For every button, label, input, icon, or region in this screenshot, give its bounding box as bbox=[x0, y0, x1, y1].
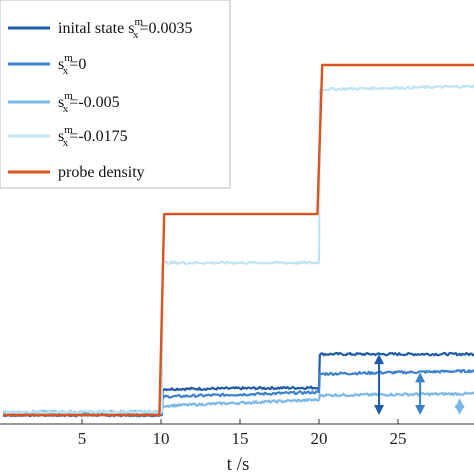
x-axis-title: t /s bbox=[227, 454, 250, 474]
series-line-4 bbox=[3, 63, 474, 417]
magnitude-arrow-0 bbox=[374, 354, 385, 415]
legend-entry-1: sm x=0 bbox=[8, 52, 86, 77]
x-tick-label-4: 25 bbox=[390, 429, 407, 448]
x-tick-label-2: 15 bbox=[232, 429, 249, 448]
x-tick-label-0: 5 bbox=[78, 429, 87, 448]
legend-box bbox=[0, 0, 231, 189]
legend-label: inital state sm x=0.0035 bbox=[58, 16, 193, 41]
magnitude-arrow-1 bbox=[415, 372, 426, 415]
series-line-3 bbox=[2, 84, 474, 415]
legend-label: sm x=0 bbox=[58, 52, 86, 77]
legend-label: sm x=-0.0175 bbox=[58, 124, 128, 149]
legend-label: probe density bbox=[58, 164, 145, 181]
legend-entry-0: inital state sm x=0.0035 bbox=[8, 16, 193, 41]
x-axis: 5 10 15 20 25 bbox=[0, 419, 474, 448]
legend: inital state sm x=0.0035 sm x=0 sm x=-0.005 sm… bbox=[0, 0, 231, 189]
legend-label: sm x=-0.005 bbox=[58, 90, 120, 115]
x-tick-label-1: 10 bbox=[153, 429, 170, 448]
x-tick-label-3: 20 bbox=[311, 429, 328, 448]
legend-entry-3: sm x=-0.0175 bbox=[8, 124, 128, 149]
magnitude-arrow-2 bbox=[454, 398, 465, 415]
legend-entry-2: sm x=-0.005 bbox=[8, 90, 120, 115]
legend-entry-4: probe density bbox=[8, 164, 145, 181]
